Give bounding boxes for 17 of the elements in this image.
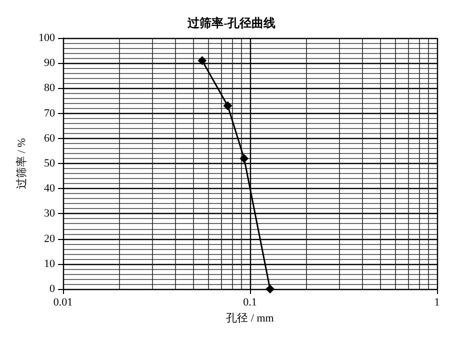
y-tick-label: 0 (50, 283, 56, 295)
y-tick-label: 100 (38, 32, 56, 44)
x-tick-label: 1 (434, 296, 440, 308)
y-tick-label: 50 (44, 158, 56, 170)
y-tick-label: 20 (44, 232, 56, 245)
y-tick-label: 70 (44, 107, 56, 120)
y-tick-label: 10 (44, 258, 56, 270)
y-tick-label: 60 (44, 132, 56, 144)
y-axis-title: 过筛率 / % (15, 138, 28, 189)
y-tick-label: 40 (44, 182, 56, 195)
chart-title: 过筛率-孔径曲线 (186, 16, 276, 30)
x-tick-label: 0.1 (243, 296, 257, 308)
y-tick-label: 80 (44, 82, 56, 94)
x-axis-title: 孔径 / mm (226, 312, 274, 324)
y-tick-label: 90 (44, 57, 56, 70)
x-tick-label: 0.01 (53, 296, 73, 308)
y-tick-label: 30 (44, 208, 56, 220)
